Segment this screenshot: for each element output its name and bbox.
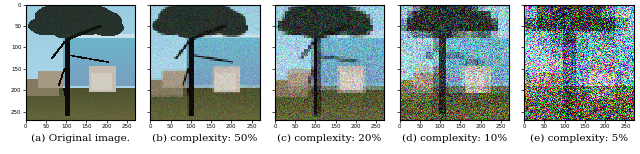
X-axis label: (c) complexity: 20%: (c) complexity: 20% [277, 134, 382, 143]
X-axis label: (e) complexity: 5%: (e) complexity: 5% [530, 134, 628, 143]
X-axis label: (d) complexity: 10%: (d) complexity: 10% [402, 134, 507, 143]
X-axis label: (a) Original image.: (a) Original image. [31, 134, 130, 143]
X-axis label: (b) complexity: 50%: (b) complexity: 50% [152, 134, 258, 143]
